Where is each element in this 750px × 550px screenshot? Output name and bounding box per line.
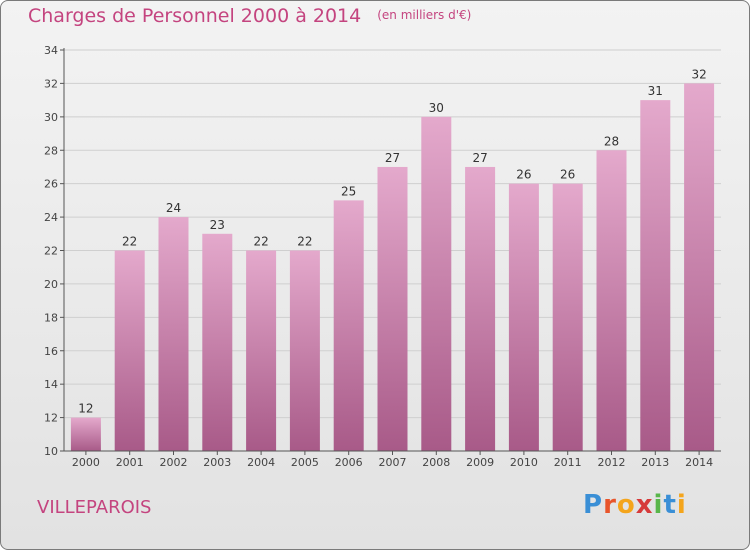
x-tick-label: 2009: [466, 456, 494, 469]
y-tick-label: 28: [44, 144, 58, 157]
y-tick-label: 20: [44, 278, 58, 291]
bar: [202, 233, 233, 451]
x-tick-label: 2001: [116, 456, 144, 469]
title-text: Charges de Personnel 2000 à 2014: [28, 5, 362, 27]
x-tick-label: 2000: [72, 456, 100, 469]
bar: [377, 166, 408, 452]
bar-value-label: 24: [166, 201, 181, 215]
x-tick-label: 2002: [160, 456, 188, 469]
bar: [640, 100, 671, 451]
bar-value-label: 22: [122, 235, 137, 249]
x-tick-label: 2004: [247, 456, 275, 469]
logo-letter: r: [603, 490, 617, 520]
logo-letter: P: [583, 490, 604, 520]
bar: [333, 200, 364, 451]
x-tick-label: 2014: [685, 456, 713, 469]
y-tick-label: 12: [44, 412, 58, 425]
y-tick-label: 18: [44, 311, 58, 324]
bar: [70, 417, 101, 451]
bar: [246, 250, 277, 451]
logo-letter: o: [616, 490, 636, 520]
commune-name: VILLEPAROIS: [37, 497, 152, 518]
bar-value-label: 26: [516, 168, 531, 182]
y-tick-label: 30: [44, 111, 58, 124]
logo-letter: x: [635, 490, 654, 520]
x-tick-label: 2010: [510, 456, 538, 469]
logo-letter: i: [653, 490, 664, 520]
chart-title: Charges de Personnel 2000 à 2014 (en mill…: [28, 5, 471, 27]
x-tick-label: 2007: [379, 456, 407, 469]
bar-value-label: 22: [297, 235, 312, 249]
bar-value-label: 12: [78, 402, 93, 416]
x-tick-label: 2008: [422, 456, 450, 469]
y-tick-label: 22: [44, 245, 58, 258]
bar-value-label: 25: [341, 184, 356, 198]
unit-text: (en milliers d'€): [377, 8, 472, 22]
bar: [465, 166, 496, 452]
bar-value-label: 32: [691, 67, 706, 81]
bar: [114, 250, 145, 451]
logo-letter: i: [676, 490, 687, 520]
bar-value-label: 23: [210, 218, 225, 232]
labels: 10 12 14 16 18 20 22 24 26 28 30 32 34 12 2000 22 2001 24…: [44, 44, 713, 469]
x-tick-label: 2012: [598, 456, 626, 469]
bar: [684, 83, 715, 452]
x-tick-label: 2011: [554, 456, 582, 469]
bar: [289, 250, 320, 451]
bar-value-label: 27: [472, 151, 487, 165]
bar-value-label: 22: [253, 235, 268, 249]
y-tick-label: 34: [44, 44, 58, 57]
bars: [70, 83, 715, 452]
x-tick-label: 2006: [335, 456, 363, 469]
x-tick-label: 2003: [203, 456, 231, 469]
bar: [596, 150, 627, 451]
bar-value-label: 28: [604, 134, 619, 148]
y-tick-label: 26: [44, 178, 58, 191]
bar-value-label: 26: [560, 168, 575, 182]
bar: [552, 183, 583, 451]
bar: [508, 183, 539, 451]
x-tick-label: 2005: [291, 456, 319, 469]
bar-value-label: 30: [429, 101, 444, 115]
y-tick-label: 14: [44, 378, 58, 391]
x-tick-label: 2013: [641, 456, 669, 469]
axes: [60, 48, 721, 455]
logo-letter: t: [663, 490, 677, 520]
y-tick-label: 16: [44, 345, 58, 358]
bar: [421, 116, 452, 451]
bar: [158, 217, 189, 451]
proxiti-logo: Proxiti: [583, 490, 687, 520]
y-tick-label: 24: [44, 211, 58, 224]
y-tick-label: 32: [44, 77, 58, 90]
bar-value-label: 27: [385, 151, 400, 165]
bar-value-label: 31: [648, 84, 663, 98]
y-tick-label: 10: [44, 445, 58, 458]
